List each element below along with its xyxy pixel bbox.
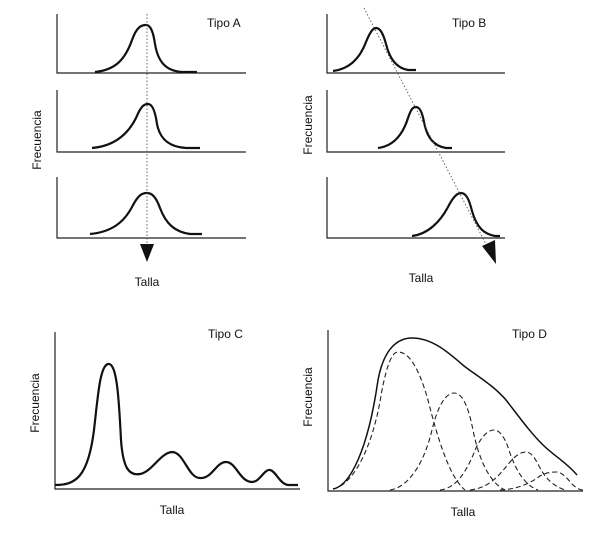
panel-tipo-b: Tipo B Frecuencia Talla xyxy=(301,7,505,285)
panel-b-axes-3 xyxy=(326,177,505,239)
panel-c-ylabel: Frecuencia xyxy=(28,373,42,433)
panel-a-arrowhead xyxy=(140,244,154,262)
panel-d-title: Tipo D xyxy=(512,327,547,341)
panel-tipo-d: Tipo D Frecuencia Talla xyxy=(301,327,584,519)
panel-c-title: Tipo C xyxy=(208,327,243,341)
panel-d-component-4 xyxy=(469,451,566,491)
panel-d-axes xyxy=(327,330,583,492)
panel-b-curve-2 xyxy=(377,105,452,150)
panel-d-envelope-curve xyxy=(332,337,578,490)
panel-a-curve-3 xyxy=(89,191,202,236)
panel-a-curve-2 xyxy=(91,102,200,150)
panel-c-curve xyxy=(54,362,298,487)
panel-a-axes-2 xyxy=(56,90,246,153)
panel-d-component-2 xyxy=(389,392,506,491)
panel-b-axes-2 xyxy=(326,90,505,153)
panel-b-curve-1 xyxy=(332,26,416,73)
panel-a-title: Tipo A xyxy=(207,16,241,30)
panel-a-ylabel: Frecuencia xyxy=(30,110,44,170)
panel-d-ylabel: Frecuencia xyxy=(301,367,315,427)
panel-b-xlabel: Talla xyxy=(409,271,434,285)
panel-tipo-c: Tipo C Frecuencia Talla xyxy=(28,327,300,517)
panel-b-axes-1 xyxy=(326,14,505,74)
panel-c-axes xyxy=(54,332,300,490)
panel-d-xlabel: Talla xyxy=(451,505,476,519)
panel-b-ylabel: Frecuencia xyxy=(301,95,315,155)
panel-b-curve-3 xyxy=(411,191,500,238)
panel-a-axes-3 xyxy=(56,177,246,239)
panel-c-xlabel: Talla xyxy=(160,503,185,517)
panel-tipo-a: Tipo A Frecuencia Talla xyxy=(30,14,246,289)
panel-b-arrowhead xyxy=(482,240,496,264)
panel-d-component-3 xyxy=(439,429,539,491)
panel-d-component-5 xyxy=(499,471,584,491)
panel-a-curve-1 xyxy=(94,23,197,74)
panel-a-xlabel: Talla xyxy=(135,275,160,289)
panel-b-title: Tipo B xyxy=(452,16,486,30)
